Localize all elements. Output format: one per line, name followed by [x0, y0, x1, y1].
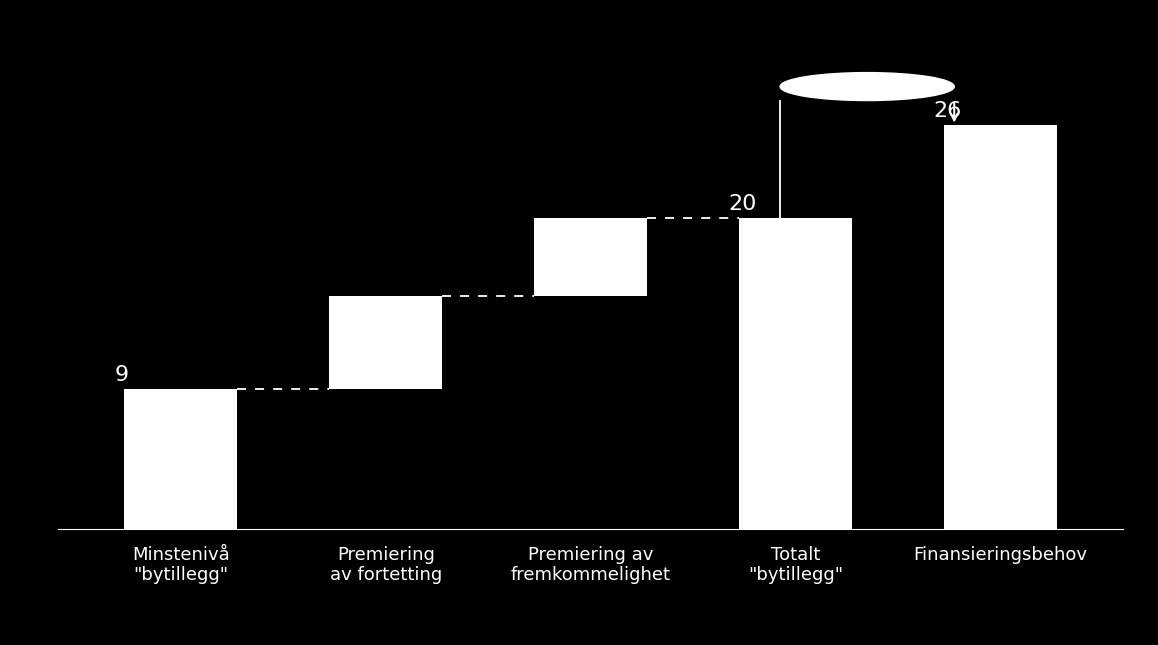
Ellipse shape	[780, 73, 954, 101]
Bar	[944, 125, 1057, 529]
Bar	[739, 219, 852, 529]
Bar	[125, 389, 237, 529]
Text: 20: 20	[728, 194, 757, 214]
Text: 26: 26	[933, 101, 962, 121]
Bar	[534, 219, 647, 296]
Text: 9: 9	[115, 364, 129, 384]
Bar	[329, 296, 442, 389]
